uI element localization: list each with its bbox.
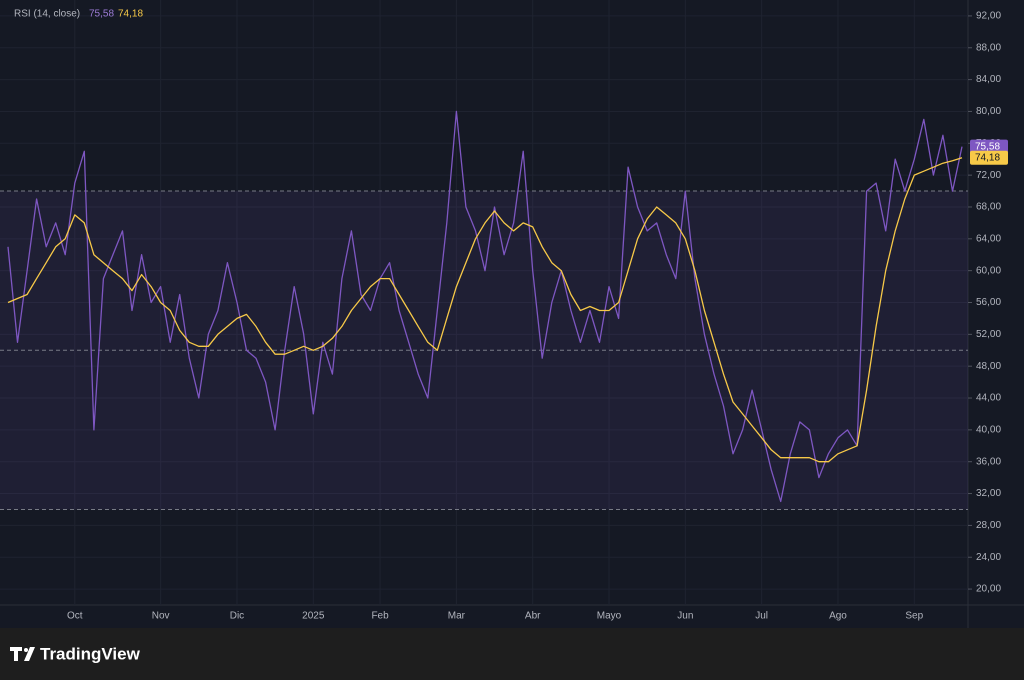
- price-badge-label: 74,18: [975, 152, 1000, 163]
- price-badge-label: 75,58: [975, 141, 1000, 152]
- y-tick-label: 20,00: [976, 584, 1001, 595]
- y-tick-label: 68,00: [976, 202, 1001, 213]
- x-tick-label: Feb: [371, 611, 389, 622]
- y-tick-label: 80,00: [976, 106, 1001, 117]
- legend-title: RSI (14, close): [14, 9, 80, 20]
- x-tick-label: Nov: [152, 611, 170, 622]
- x-tick-label: Oct: [67, 611, 83, 622]
- legend-value: 74,18: [118, 9, 143, 20]
- x-tick-label: Mar: [448, 611, 466, 622]
- y-tick-label: 64,00: [976, 233, 1001, 244]
- footer-bar: [0, 628, 1024, 680]
- x-tick-label: Abr: [525, 611, 541, 622]
- x-tick-label: Jun: [677, 611, 693, 622]
- x-tick-label: Sep: [905, 611, 923, 622]
- series-line: [7, 110, 963, 503]
- x-tick-label: Jul: [755, 611, 768, 622]
- y-tick-label: 44,00: [976, 393, 1001, 404]
- y-tick-label: 84,00: [976, 74, 1001, 85]
- y-tick-label: 40,00: [976, 425, 1001, 436]
- price-badge: [970, 139, 1008, 154]
- y-tick-label: 28,00: [976, 520, 1001, 531]
- brand-name: TradingView: [40, 644, 141, 663]
- x-tick-label: 2025: [302, 611, 325, 622]
- legend-value: 75,58: [89, 9, 114, 20]
- price-badge: [970, 150, 1008, 165]
- y-tick-label: 60,00: [976, 265, 1001, 276]
- x-tick-label: Ago: [829, 611, 847, 622]
- plot-area: [0, 0, 968, 605]
- y-tick-label: 52,00: [976, 329, 1001, 340]
- y-tick-label: 24,00: [976, 552, 1001, 563]
- x-tick-label: Mayo: [597, 611, 622, 622]
- y-tick-label: 56,00: [976, 297, 1001, 308]
- x-tick-label: Dic: [230, 611, 244, 622]
- y-tick-label: 92,00: [976, 11, 1001, 22]
- series-line: [7, 157, 963, 463]
- y-tick-label: 36,00: [976, 456, 1001, 467]
- y-tick-label: 48,00: [976, 361, 1001, 372]
- y-tick-label: 72,00: [976, 170, 1001, 181]
- y-tick-label: 88,00: [976, 42, 1001, 53]
- brand-logo: [10, 647, 35, 661]
- chart-background: [0, 0, 1024, 628]
- y-tick-label: 32,00: [976, 488, 1001, 499]
